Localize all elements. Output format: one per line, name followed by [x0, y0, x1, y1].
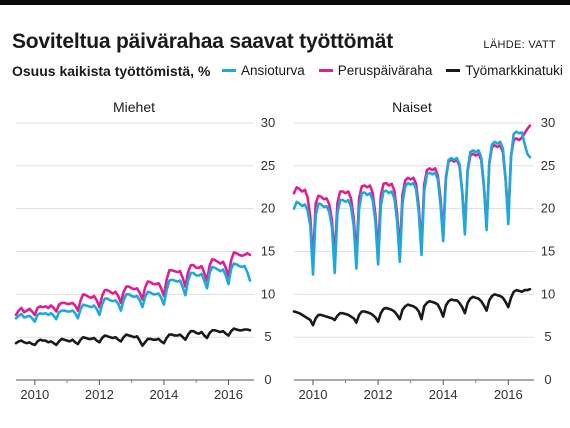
- x-tick-label-0-2012: 2012: [85, 387, 114, 402]
- y-tick-label-0-10: 10: [261, 286, 275, 301]
- x-tick-label-1-2014: 2014: [429, 387, 458, 402]
- y-tick-label-1-25: 25: [541, 158, 555, 173]
- x-tick-label-0-2010: 2010: [20, 387, 49, 402]
- series-line-1-peruspäiväraha: [292, 124, 532, 264]
- legend: Ansioturva Peruspäiväraha Työmarkkinatuk…: [222, 63, 563, 78]
- y-tick-label-0-20: 20: [261, 201, 275, 216]
- y-tick-label-0-25: 25: [261, 158, 275, 173]
- legend-item-tyomarkkinatuki: Työmarkkinatuki: [446, 63, 563, 78]
- x-tick-label-1-2010: 2010: [299, 387, 328, 402]
- y-tick-label-0-30: 30: [261, 115, 275, 130]
- top-rule: [0, 0, 570, 5]
- legend-swatch-tyomarkkinatuki: [446, 69, 461, 72]
- y-tick-label-1-10: 10: [541, 286, 555, 301]
- legend-label-tyomarkkinatuki: Työmarkkinatuki: [465, 63, 563, 78]
- x-tick-label-0-2014: 2014: [149, 387, 178, 402]
- series-line-1-ansioturva: [292, 130, 532, 276]
- chart-subtitle: Osuus kaikista työttömistä, %: [12, 63, 211, 79]
- panel-title-1: Naiset: [392, 99, 432, 115]
- y-tick-label-1-30: 30: [541, 115, 555, 130]
- y-tick-label-1-15: 15: [541, 244, 555, 259]
- x-tick-label-1-2012: 2012: [364, 387, 393, 402]
- chart-title: Soviteltua päivärahaa saavat työttömät: [12, 30, 394, 53]
- legend-swatch-ansioturva: [222, 69, 236, 72]
- y-tick-label-0-0: 0: [264, 372, 271, 387]
- series-line-1-työmarkkinatuki: [292, 287, 532, 327]
- y-tick-label-0-5: 5: [264, 329, 271, 344]
- x-tick-label-0-2016: 2016: [214, 387, 243, 402]
- series-line-0-työmarkkinatuki: [14, 327, 252, 348]
- x-tick-label-1-2016: 2016: [494, 387, 523, 402]
- y-tick-label-1-20: 20: [541, 201, 555, 216]
- series-line-0-peruspäiväraha: [14, 251, 252, 317]
- legend-label-ansioturva: Ansioturva: [241, 63, 305, 78]
- y-tick-label-0-15: 15: [261, 244, 275, 259]
- panel-title-0: Miehet: [113, 99, 155, 115]
- legend-swatch-peruspaivaraha: [318, 69, 333, 72]
- series-line-0-ansioturva: [14, 262, 252, 324]
- y-tick-label-1-0: 0: [544, 372, 551, 387]
- y-tick-label-1-5: 5: [544, 329, 551, 344]
- legend-label-peruspaivaraha: Peruspäiväraha: [337, 63, 433, 78]
- legend-item-ansioturva: Ansioturva: [222, 63, 305, 78]
- source-label: LÄHDE: VATT: [483, 39, 556, 51]
- legend-item-peruspaivaraha: Peruspäiväraha: [318, 63, 433, 78]
